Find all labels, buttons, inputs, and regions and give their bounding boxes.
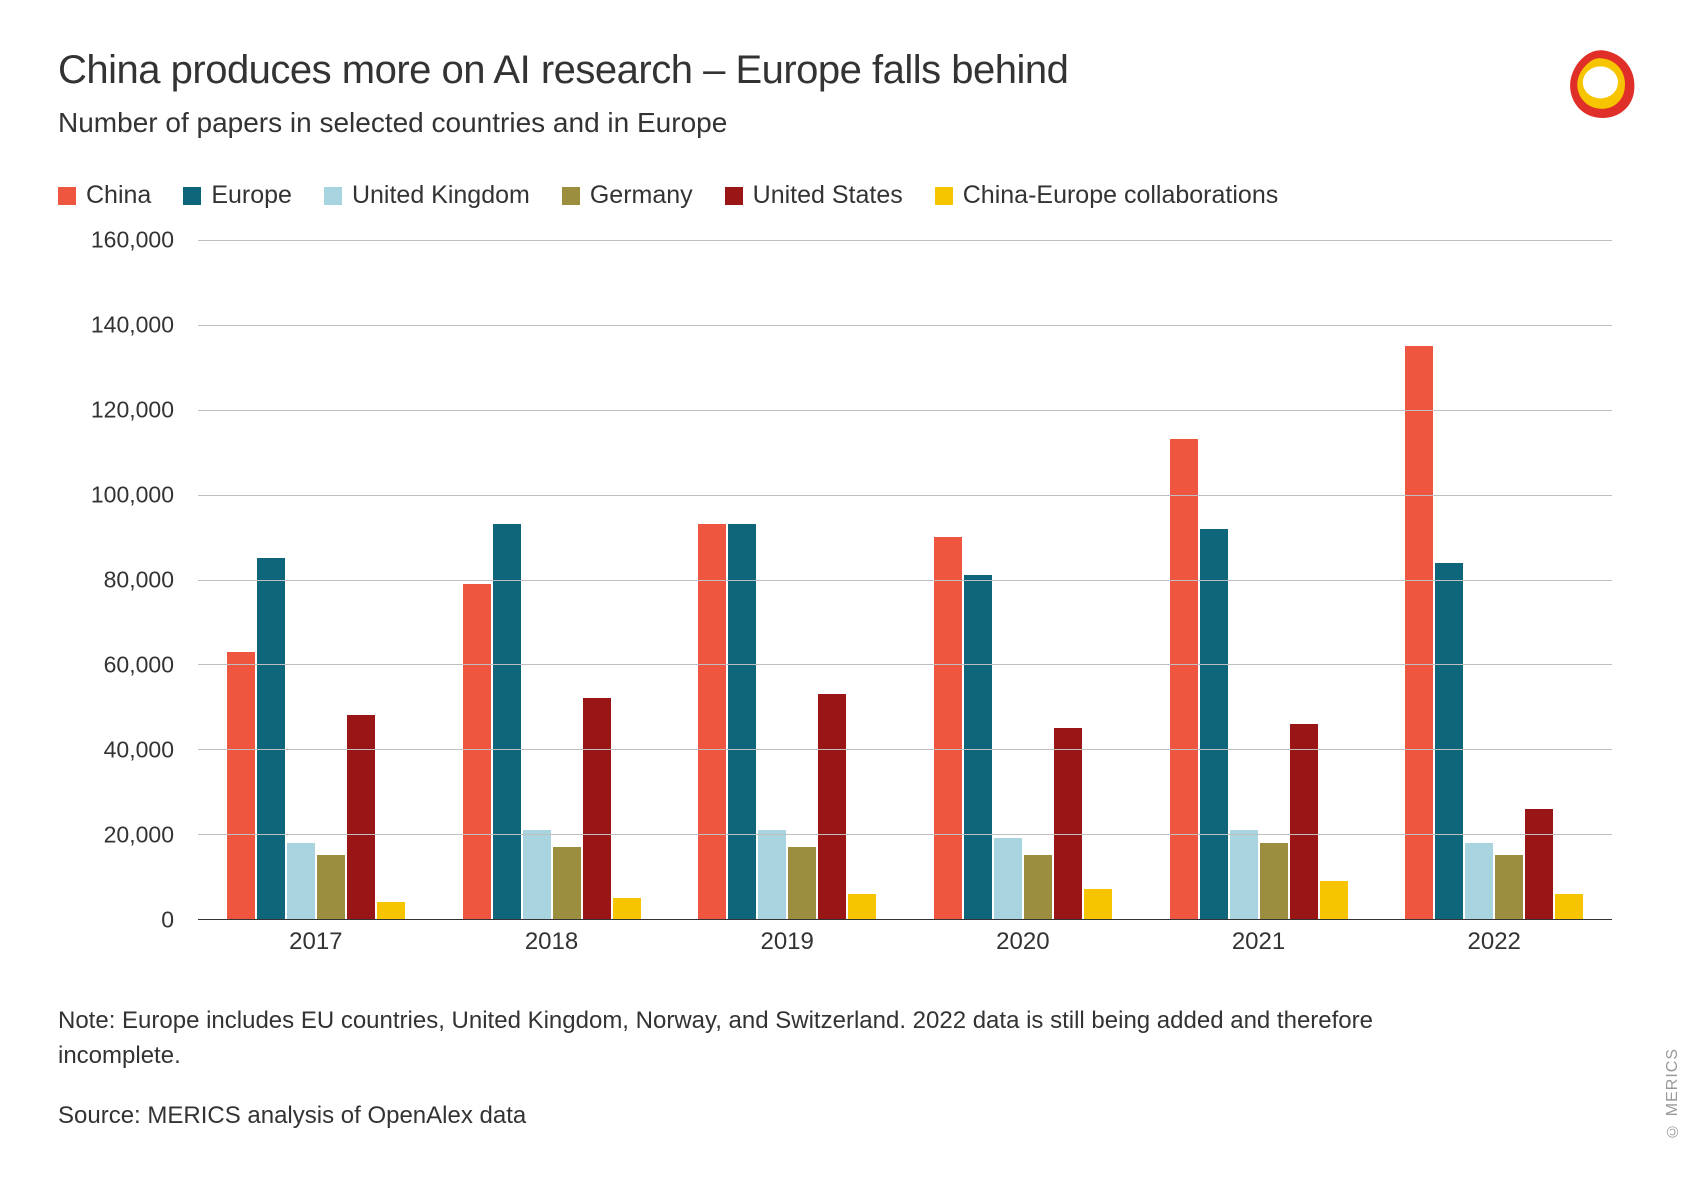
y-tick-label: 0 xyxy=(161,907,174,934)
y-axis: 020,00040,00060,00080,000100,000120,0001… xyxy=(78,240,188,920)
gridline xyxy=(198,664,1612,665)
bar xyxy=(1054,728,1082,919)
gridline xyxy=(198,410,1612,411)
bar xyxy=(818,694,846,919)
legend-swatch xyxy=(935,187,953,205)
y-tick-label: 100,000 xyxy=(91,482,174,509)
bar xyxy=(1555,894,1583,919)
bar xyxy=(934,537,962,919)
gridline xyxy=(198,834,1612,835)
chart-area: 0 20,000 40,000 60,000 80,000 100,000 120,000 1… xyxy=(78,240,1612,960)
y-tick-label: 60,000 xyxy=(104,652,174,679)
bar xyxy=(1084,889,1112,919)
bar xyxy=(463,584,491,919)
bar xyxy=(964,575,992,919)
x-tick-label: 2017 xyxy=(198,920,434,960)
bar xyxy=(317,855,345,919)
chart-subtitle: Number of papers in selected countries a… xyxy=(58,107,1632,139)
legend-label: United Kingdom xyxy=(352,181,530,210)
plot-area xyxy=(198,240,1612,920)
legend-label: United States xyxy=(753,181,903,210)
legend-label: Germany xyxy=(590,181,693,210)
bar xyxy=(493,524,521,919)
legend-swatch xyxy=(725,187,743,205)
legend-swatch xyxy=(183,187,201,205)
bar xyxy=(1465,843,1493,919)
bar xyxy=(994,838,1022,919)
chart-title: China produces more on AI research – Eur… xyxy=(58,48,1632,93)
legend-swatch xyxy=(58,187,76,205)
bar xyxy=(553,847,581,919)
bar xyxy=(758,830,786,919)
legend-label: China xyxy=(86,181,151,210)
bar xyxy=(1435,563,1463,919)
bar xyxy=(523,830,551,919)
legend-item: China xyxy=(58,181,151,210)
gridline xyxy=(198,240,1612,241)
legend-item: Europe xyxy=(183,181,292,210)
bar xyxy=(848,894,876,919)
copyright-label: © MERICS xyxy=(1664,1048,1682,1140)
bar xyxy=(583,698,611,919)
y-tick-label: 80,000 xyxy=(104,567,174,594)
y-tick-label: 120,000 xyxy=(91,397,174,424)
y-tick-label: 40,000 xyxy=(104,737,174,764)
bar xyxy=(227,652,255,919)
y-tick-label: 140,000 xyxy=(91,312,174,339)
x-tick-label: 2019 xyxy=(669,920,905,960)
bar xyxy=(377,902,405,919)
legend-item: United Kingdom xyxy=(324,181,530,210)
y-tick-label: 20,000 xyxy=(104,822,174,849)
bar xyxy=(613,898,641,919)
chart-source: Source: MERICS analysis of OpenAlex data xyxy=(58,1102,1632,1130)
chart-note: Note: Europe includes EU countries, Unit… xyxy=(58,1004,1458,1074)
bar xyxy=(1260,843,1288,919)
bar xyxy=(1230,830,1258,919)
bar xyxy=(287,843,315,919)
bar xyxy=(1320,881,1348,919)
legend-item: China-Europe collaborations xyxy=(935,181,1278,210)
bar xyxy=(257,558,285,919)
bar xyxy=(1405,346,1433,919)
bar xyxy=(728,524,756,919)
bar xyxy=(1170,439,1198,919)
bar xyxy=(1200,529,1228,919)
gridline xyxy=(198,325,1612,326)
x-tick-label: 2018 xyxy=(434,920,670,960)
legend-item: United States xyxy=(725,181,903,210)
gridline xyxy=(198,495,1612,496)
bar xyxy=(347,715,375,919)
bar xyxy=(1290,724,1318,919)
legend-label: Europe xyxy=(211,181,292,210)
gridline xyxy=(198,749,1612,750)
x-tick-label: 2022 xyxy=(1376,920,1612,960)
legend-label: China-Europe collaborations xyxy=(963,181,1278,210)
gridline xyxy=(198,580,1612,581)
bar xyxy=(1024,855,1052,919)
x-tick-label: 2020 xyxy=(905,920,1141,960)
x-axis: 201720182019202020212022 xyxy=(198,920,1612,960)
legend-swatch xyxy=(562,187,580,205)
bar xyxy=(698,524,726,919)
legend-swatch xyxy=(324,187,342,205)
bar xyxy=(1525,809,1553,919)
x-tick-label: 2021 xyxy=(1141,920,1377,960)
bar xyxy=(1495,855,1523,919)
legend-item: Germany xyxy=(562,181,693,210)
bar xyxy=(788,847,816,919)
y-tick-label: 160,000 xyxy=(91,227,174,254)
legend: China Europe United Kingdom Germany United S… xyxy=(58,181,1632,210)
merics-logo xyxy=(1562,44,1642,124)
